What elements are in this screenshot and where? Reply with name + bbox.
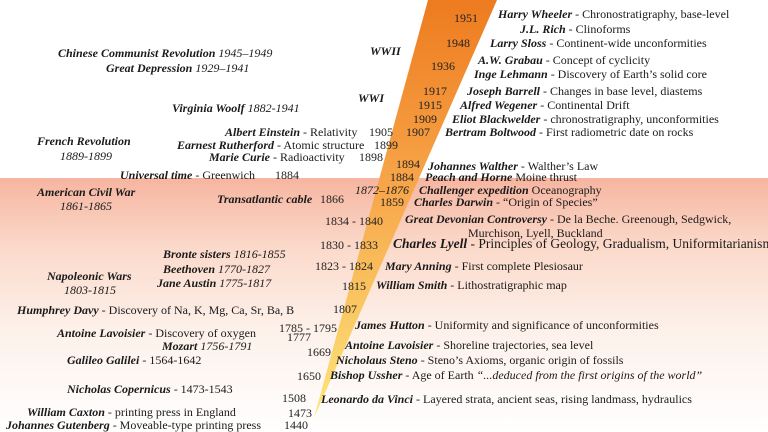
event-grabau: A.W. Grabau - Concept of cyclicity: [478, 53, 651, 67]
context-gutenberg: Johannes Gutenberg - Moveable-type print…: [6, 418, 261, 432]
year-1915: 1915: [418, 98, 442, 112]
context-chinese-revolution: Chinese Communist Revolution 1945–1949: [58, 46, 273, 60]
context-wwi: WWI: [358, 91, 385, 105]
year-1859: 1859: [380, 195, 404, 209]
year-1951: 1951: [454, 11, 478, 25]
context-transatlantic-cable: Transatlantic cable: [217, 192, 313, 206]
year-1866: 1866: [320, 192, 344, 206]
event-peach-horne: Peach and Horne Moine thrust: [425, 170, 578, 184]
context-curie: Marie Curie - Radioactivity: [209, 150, 345, 164]
year-1884-geo: 1884: [390, 170, 414, 184]
year-1777: 1777: [287, 330, 311, 344]
context-civil-war-years: 1861-1865: [60, 199, 112, 213]
year-1884-context: 1884: [275, 168, 299, 182]
event-lavoisier-shoreline: Antoine Lavoisier - Shoreline trajectori…: [345, 338, 594, 352]
context-lavoisier-oxygen: Antoine Lavoisier - Discovery of oxygen: [57, 326, 256, 340]
context-universal-time: Universal time - Greenwich: [120, 168, 255, 182]
event-challenger: Challenger expedition Oceanography: [419, 183, 602, 197]
year-1823-1824: 1823 - 1824: [315, 259, 373, 273]
event-da-vinci: Leonardo da Vinci - Layered strata, anci…: [321, 392, 692, 406]
event-boltwood: Bertram Boltwood - First radiometric dat…: [445, 125, 694, 139]
context-great-depression: Great Depression 1929–1941: [106, 61, 250, 75]
year-1917: 1917: [423, 84, 447, 98]
context-mozart: Mozart 1756-1791: [162, 339, 253, 353]
event-walther: Johannes Walther - Walther’s Law: [428, 159, 599, 173]
year-1669: 1669: [307, 345, 331, 359]
context-wwii: WWII: [370, 44, 401, 58]
event-rich: J.L. Rich - Clinoforms: [520, 22, 631, 36]
context-bronte: Bronte sisters 1816-1855: [163, 247, 286, 261]
event-hutton: James Hutton - Uniformity and significan…: [355, 318, 659, 332]
year-1936: 1936: [431, 59, 455, 73]
year-1872-1876: 1872–1876: [355, 183, 409, 197]
year-1909: 1909: [413, 112, 437, 126]
year-1907: 1907: [406, 125, 430, 139]
year-1508: 1508: [282, 391, 306, 405]
context-rutherford: Earnest Rutherford - Atomic structure: [177, 138, 365, 152]
event-wheeler: Harry Wheeler - Chronostratigraphy, base…: [498, 7, 730, 21]
year-1948: 1948: [446, 36, 470, 50]
context-austen: Jane Austin 1775-1817: [157, 276, 272, 290]
event-blackwelder: Eliot Blackwelder - chronostratigraphy, …: [452, 112, 719, 126]
year-1785-1795: 1785 - 1795: [279, 321, 337, 335]
event-ussher: Bishop Ussher - Age of Earth “...deduced…: [330, 368, 703, 382]
event-wegener: Alfred Wegener - Continental Drift: [460, 98, 630, 112]
context-galileo: Galileo Galilei - 1564-1642: [67, 353, 202, 367]
year-1899: 1899: [374, 138, 398, 152]
event-darwin: Charles Darwin - “Origin of Species”: [414, 195, 598, 209]
context-napoleonic-wars: Napoleonic Wars: [47, 269, 132, 283]
event-anning: Mary Anning - First complete Plesiosaur: [385, 259, 583, 273]
year-1894: 1894: [396, 157, 420, 171]
context-french-revolution: French Revolution: [37, 134, 131, 148]
event-lyell: Charles Lyell - Principles of Geology, G…: [393, 236, 768, 251]
context-napoleonic-years: 1803-1815: [64, 283, 116, 297]
year-1898: 1898: [359, 150, 383, 164]
event-devonian: Great Devonian Controversy - De la Beche…: [405, 212, 732, 226]
event-smith: William Smith - Lithostratigraphic map: [376, 278, 567, 292]
year-1830-1833: 1830 - 1833: [320, 238, 378, 252]
event-lehmann: Inge Lehmann - Discovery of Earth’s soli…: [474, 67, 707, 81]
context-davy: Humphrey Davy - Discovery of Na, K, Mg, …: [17, 303, 295, 317]
context-civil-war: American Civil War: [37, 185, 136, 199]
event-steno: Nicholaus Steno - Steno’s Axioms, organi…: [336, 353, 624, 367]
context-einstein: Albert Einstein - Relativity: [225, 125, 358, 139]
year-1905: 1905: [369, 125, 393, 139]
context-caxton: William Caxton - printing press in Engla…: [27, 405, 236, 419]
context-french-revolution-years: 1889-1899: [60, 149, 112, 163]
context-copernicus: Nicholas Copernicus - 1473-1543: [67, 382, 233, 396]
year-1815: 1815: [342, 279, 366, 293]
context-virginia-woolf: Virginia Woolf 1882-1941: [172, 101, 300, 115]
year-1650: 1650: [297, 369, 321, 383]
year-1834-1840: 1834 - 1840: [325, 214, 383, 228]
year-1473: 1473: [288, 406, 312, 420]
event-devonian-2: Murchison, Lyell, Buckland: [468, 226, 603, 240]
year-1440: 1440: [284, 418, 308, 432]
event-barrell: Joseph Barrell - Changes in base level, …: [467, 84, 703, 98]
year-1807: 1807: [333, 302, 357, 316]
event-sloss: Larry Sloss - Continent-wide unconformit…: [490, 36, 707, 50]
context-beethoven: Beethoven 1770-1827: [163, 262, 270, 276]
